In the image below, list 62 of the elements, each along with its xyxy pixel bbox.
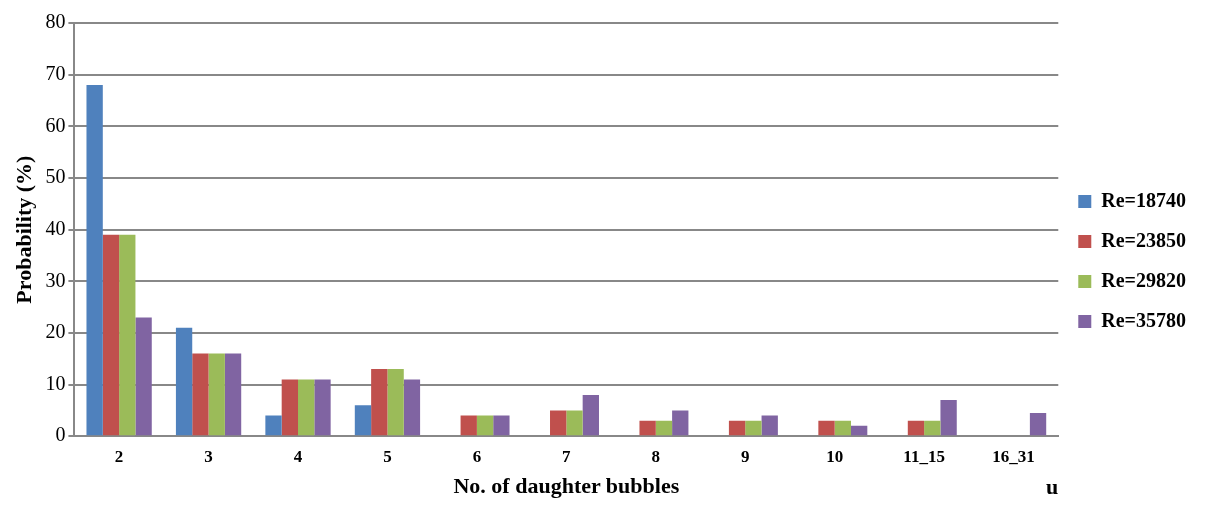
bar — [208, 353, 225, 436]
bar — [192, 353, 209, 436]
x-tick-label: 10 — [826, 446, 844, 466]
y-axis-title: Probability (%) — [10, 155, 36, 304]
legend-label: Re=35780 — [1101, 308, 1186, 331]
y-tick-label: 70 — [45, 61, 66, 84]
bar — [102, 234, 120, 436]
bar — [298, 379, 315, 436]
x-tick-label: 8 — [651, 446, 661, 466]
y-tick-label: 30 — [45, 268, 66, 291]
x-tick-label: 5 — [383, 446, 392, 466]
y-tick-label: 80 — [45, 10, 66, 33]
bar — [86, 84, 103, 436]
legend-label: Re=18740 — [1101, 188, 1186, 211]
bar — [387, 369, 404, 436]
bar — [175, 327, 193, 436]
x-tick-label: 11_15 — [903, 446, 945, 466]
y-tick-label: 50 — [45, 165, 66, 188]
bar — [281, 379, 299, 436]
x-tick-label: 2 — [114, 446, 124, 466]
bar — [550, 410, 567, 436]
bar — [639, 420, 656, 436]
bar — [314, 379, 331, 436]
bar — [354, 405, 372, 436]
bar — [582, 394, 599, 436]
bar — [834, 420, 851, 436]
x-axis-title: No. of daughter bubbles — [453, 473, 680, 499]
x-tick-label: 7 — [562, 446, 572, 466]
legend-label: Re=23850 — [1101, 228, 1186, 251]
bar — [924, 420, 941, 436]
y-tick-label: 20 — [45, 320, 66, 343]
bar — [907, 420, 925, 436]
bar — [761, 415, 778, 436]
x-tick-label: 9 — [740, 446, 750, 466]
bar — [1029, 412, 1047, 436]
bar — [135, 317, 152, 436]
bar — [476, 415, 494, 436]
bar — [818, 420, 835, 436]
bar — [566, 410, 583, 436]
bar — [940, 400, 957, 436]
bar — [655, 420, 673, 436]
bar — [119, 234, 136, 436]
bar — [403, 379, 421, 436]
y-tick-label: 60 — [45, 113, 66, 136]
x-tick-label: 4 — [293, 446, 303, 466]
bar — [493, 415, 510, 436]
bar — [460, 415, 477, 436]
bar — [371, 369, 388, 436]
bar — [728, 420, 746, 436]
bar — [745, 420, 762, 436]
bar — [851, 425, 868, 436]
bar — [265, 415, 282, 436]
x-tick-label: 16_31 — [992, 446, 1035, 466]
bar — [224, 353, 242, 436]
x-tick-label: 6 — [472, 446, 482, 466]
bar — [672, 410, 689, 436]
y-tick-label: 0 — [55, 423, 66, 446]
text: u — [1046, 473, 1059, 499]
x-tick-label: 3 — [204, 446, 213, 466]
legend-label: Re=29820 — [1101, 268, 1186, 291]
y-tick-label: 10 — [45, 371, 66, 394]
y-tick-label: 40 — [45, 216, 66, 239]
